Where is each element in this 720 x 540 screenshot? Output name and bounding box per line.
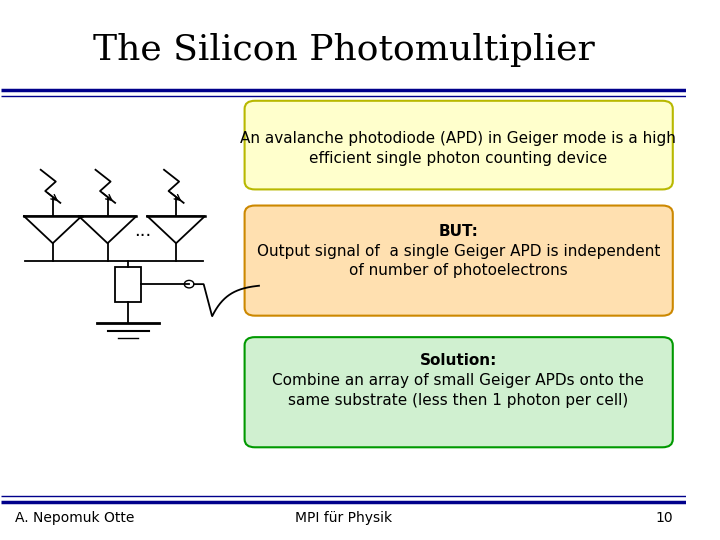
Text: MPI für Physik: MPI für Physik bbox=[295, 511, 392, 525]
Text: BUT:: BUT: bbox=[438, 224, 478, 239]
FancyBboxPatch shape bbox=[245, 206, 672, 316]
Text: A. Nepomuk Otte: A. Nepomuk Otte bbox=[15, 511, 135, 525]
Text: of number of photoelectrons: of number of photoelectrons bbox=[349, 262, 568, 278]
FancyBboxPatch shape bbox=[245, 101, 672, 190]
FancyBboxPatch shape bbox=[245, 337, 672, 447]
Text: 10: 10 bbox=[655, 511, 672, 525]
Text: efficient single photon counting device: efficient single photon counting device bbox=[309, 151, 608, 166]
Text: Solution:: Solution: bbox=[420, 353, 497, 368]
Text: Output signal of  a single Geiger APD is independent: Output signal of a single Geiger APD is … bbox=[256, 244, 660, 259]
Bar bbox=[115, 267, 141, 301]
Text: same substrate (less then 1 photon per cell): same substrate (less then 1 photon per c… bbox=[288, 393, 629, 408]
Text: An avalanche photodiode (APD) in Geiger mode is a high: An avalanche photodiode (APD) in Geiger … bbox=[240, 131, 676, 146]
Text: Combine an array of small Geiger APDs onto the: Combine an array of small Geiger APDs on… bbox=[272, 373, 644, 388]
Text: The Silicon Photomultiplier: The Silicon Photomultiplier bbox=[93, 33, 595, 67]
Text: ...: ... bbox=[135, 222, 152, 240]
